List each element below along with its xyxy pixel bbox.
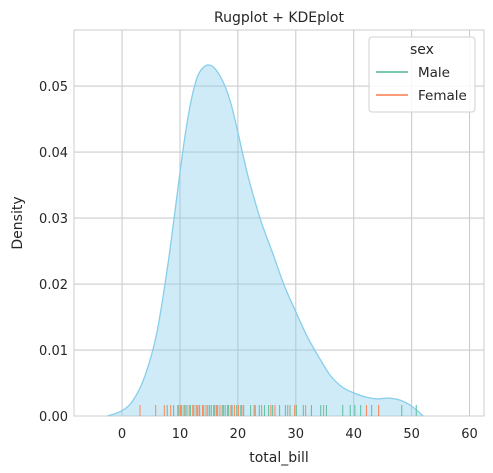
x-tick-label: 20 [230, 427, 247, 442]
grid-lines [74, 30, 484, 417]
tick-labels: 0 10 20 30 40 50 60 0.00 0.01 0.02 0.03 0.04 0.05 [39, 80, 478, 442]
y-tick-label: 0.01 [39, 344, 68, 359]
x-tick-label: 30 [288, 427, 305, 442]
y-axis-label: Density [10, 196, 26, 249]
x-tick-label: 0 [118, 427, 126, 442]
chart-title: Rugplot + KDEplot [214, 10, 344, 26]
legend-label-male: Male [418, 65, 450, 81]
x-tick-label: 60 [461, 427, 478, 442]
x-tick-label: 40 [345, 427, 362, 442]
rug-layer [139, 405, 417, 416]
kde-fill [107, 64, 424, 416]
y-tick-label: 0.00 [39, 410, 68, 425]
legend-title: sex [410, 42, 434, 58]
y-tick-label: 0.02 [39, 278, 68, 293]
legend-label-female: Female [418, 88, 467, 104]
x-axis-label: total_bill [249, 450, 309, 466]
legend-box [368, 36, 476, 113]
kde-layer [107, 64, 424, 417]
kde-curve [107, 64, 424, 417]
x-tick-label: 10 [172, 427, 189, 442]
y-tick-label: 0.04 [39, 146, 68, 161]
y-tick-label: 0.05 [39, 80, 68, 95]
x-tick-label: 50 [403, 427, 420, 442]
y-tick-label: 0.03 [39, 212, 68, 227]
legend: sex Male Female [368, 36, 476, 113]
